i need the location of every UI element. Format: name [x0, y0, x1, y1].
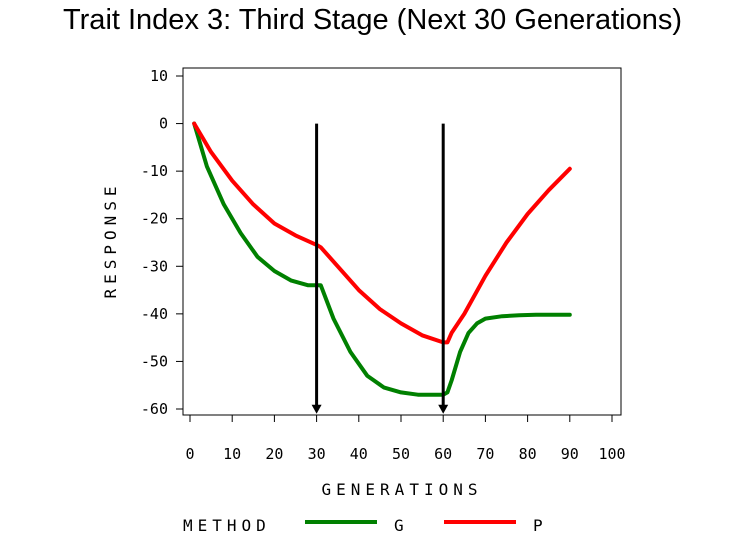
series-line-g	[192, 121, 572, 397]
x-tick-label: 60	[434, 445, 452, 463]
annotation-layer	[311, 123, 449, 414]
x-tick-label: 10	[223, 445, 241, 463]
x-tick-label: 70	[476, 445, 494, 463]
x-tick-label: 90	[561, 445, 579, 463]
x-tick-label: 100	[598, 445, 625, 463]
y-tick-label: -50	[141, 352, 168, 370]
arrow-head	[311, 404, 322, 414]
series-layer	[192, 121, 572, 397]
chart-title: Trait Index 3: Third Stage (Next 30 Gene…	[63, 4, 682, 36]
x-tick-label: 30	[308, 445, 326, 463]
y-axis-title: RESPONSE	[101, 181, 120, 298]
x-axis: 0 10 20 30 40 50 60 70 80 90 100	[185, 415, 626, 463]
y-tick-label: -20	[141, 210, 168, 228]
x-tick-label: 80	[519, 445, 537, 463]
y-tick-label: -10	[141, 162, 168, 180]
y-tick-label: 0	[159, 115, 168, 133]
legend: METHOD G P	[183, 516, 548, 535]
x-tick-label: 50	[392, 445, 410, 463]
y-tick-label: -30	[141, 257, 168, 275]
arrow-head	[438, 404, 449, 414]
x-tick-label: 40	[350, 445, 368, 463]
y-tick-label: -60	[141, 400, 168, 418]
y-tick-label: -40	[141, 305, 168, 323]
x-tick-label: 0	[185, 445, 194, 463]
series-line-p	[192, 121, 572, 345]
legend-label-p: P	[533, 516, 548, 535]
plot-frame	[182, 67, 622, 416]
x-axis-title: GENERATIONS	[322, 480, 483, 499]
legend-label-g: G	[394, 516, 409, 535]
legend-title: METHOD	[183, 516, 271, 535]
x-tick-label: 20	[265, 445, 283, 463]
y-tick-label: 10	[150, 67, 168, 85]
y-axis: 10 0 -10 -20 -30 -40 -50 -60	[141, 67, 183, 418]
